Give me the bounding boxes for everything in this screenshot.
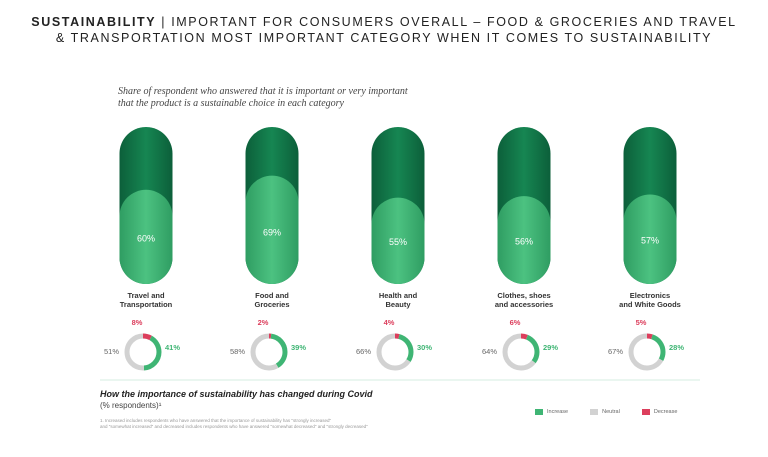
donut-slice-increase (376, 333, 414, 371)
donut-section-subtitle: (% respondents)¹ (100, 401, 162, 410)
capsule-bar (119, 189, 173, 284)
donut-slice-neutral (250, 333, 288, 371)
donut-label-neutral: 58% (230, 347, 245, 356)
donut-label-decrease: 6% (510, 318, 521, 327)
donut-label-neutral: 51% (104, 347, 119, 356)
donut-label-neutral: 64% (482, 347, 497, 356)
title-line2: & TRANSPORTATION MOST IMPORTANT CATEGORY… (55, 31, 713, 45)
donut-slice-increase (628, 333, 666, 371)
footnote: 1. Increased includes respondents who ha… (100, 418, 520, 430)
bar-value-label: 69% (263, 227, 281, 237)
legend-decrease-label: Decrease (653, 409, 678, 415)
chart-subtitle: Share of respondent who answered that it… (118, 86, 438, 110)
category-label: Clothes, shoes and accessories (464, 291, 584, 309)
category-label-line: Electronics (629, 291, 671, 300)
category-label-line: and accessories (494, 300, 554, 309)
bar-value-label: 55% (389, 237, 407, 247)
donut-label-neutral: 67% (608, 347, 623, 356)
bar-value-label: 56% (515, 236, 533, 246)
donut-slice-neutral (124, 333, 162, 371)
legend-neutral: Neutral (590, 409, 620, 415)
donut-label-neutral: 66% (356, 347, 371, 356)
category-label-line: and White Goods (619, 300, 681, 309)
category-label: Travel and Transportation (86, 291, 206, 309)
legend-neutral-label: Neutral (602, 409, 620, 415)
subtitle-line1: Share of respondent who answered that it… (118, 86, 408, 97)
category-label: Food and Groceries (212, 291, 332, 309)
donut-label-increase: 28% (669, 343, 684, 352)
donut-label-decrease: 4% (384, 318, 395, 327)
category-label-line: Groceries (254, 300, 290, 309)
legend-increase-label: Increase (547, 409, 569, 415)
legend-neutral-swatch (590, 409, 599, 415)
legend-increase: Increase (535, 409, 568, 415)
donut-label-decrease: 2% (258, 318, 269, 327)
donut-slice-increase (250, 333, 288, 371)
legend-decrease: Decrease (641, 409, 678, 415)
title-line1: | IMPORTANT FOR CONSUMERS OVERALL – FOOD… (156, 15, 737, 29)
category-label: Electronics and White Goods (590, 291, 710, 309)
category-label-line: Travel and (127, 291, 165, 300)
footnote-line2: and "somewhat increased" and decreased i… (100, 424, 368, 429)
donut-label-increase: 41% (165, 343, 180, 352)
category-label-line: Health and (378, 291, 418, 300)
donut-slice-neutral (502, 333, 540, 371)
bar-value-label: 60% (137, 234, 155, 244)
donut-label-decrease: 5% (636, 318, 647, 327)
category-label-line: Clothes, shoes (497, 291, 551, 300)
category-label-line: Transportation (119, 300, 173, 309)
donut-slice-neutral (628, 333, 666, 371)
legend-decrease-swatch (641, 409, 650, 415)
capsule-bar (623, 194, 677, 284)
category-label-line: Beauty (385, 300, 411, 309)
category-label: Health and Beauty (338, 291, 458, 309)
donut-slice-neutral (376, 333, 414, 371)
title-bold: SUSTAINABILITY (31, 15, 157, 29)
donut-slice-increase (124, 333, 162, 371)
footnote-line1: 1. Increased includes respondents who ha… (100, 418, 332, 423)
donut-section-title: How the importance of sustainability has… (100, 389, 373, 399)
donut-label-increase: 29% (543, 343, 558, 352)
donut-slice-increase (502, 333, 540, 371)
capsule-bar (245, 175, 299, 284)
legend: Increase Neutral Decrease (535, 409, 677, 415)
legend-increase-swatch (535, 409, 543, 415)
subtitle-line2: that the product is a sustainable choice… (118, 98, 344, 109)
category-label-line: Food and (255, 291, 289, 300)
donut-label-increase: 39% (291, 343, 306, 352)
capsule-bar (371, 197, 425, 284)
capsule-bar (497, 196, 551, 284)
bar-value-label: 57% (641, 236, 659, 246)
donut-label-increase: 30% (417, 343, 432, 352)
page-title: SUSTAINABILITY | IMPORTANT FOR CONSUMERS… (0, 14, 768, 46)
donut-label-decrease: 8% (132, 318, 143, 327)
